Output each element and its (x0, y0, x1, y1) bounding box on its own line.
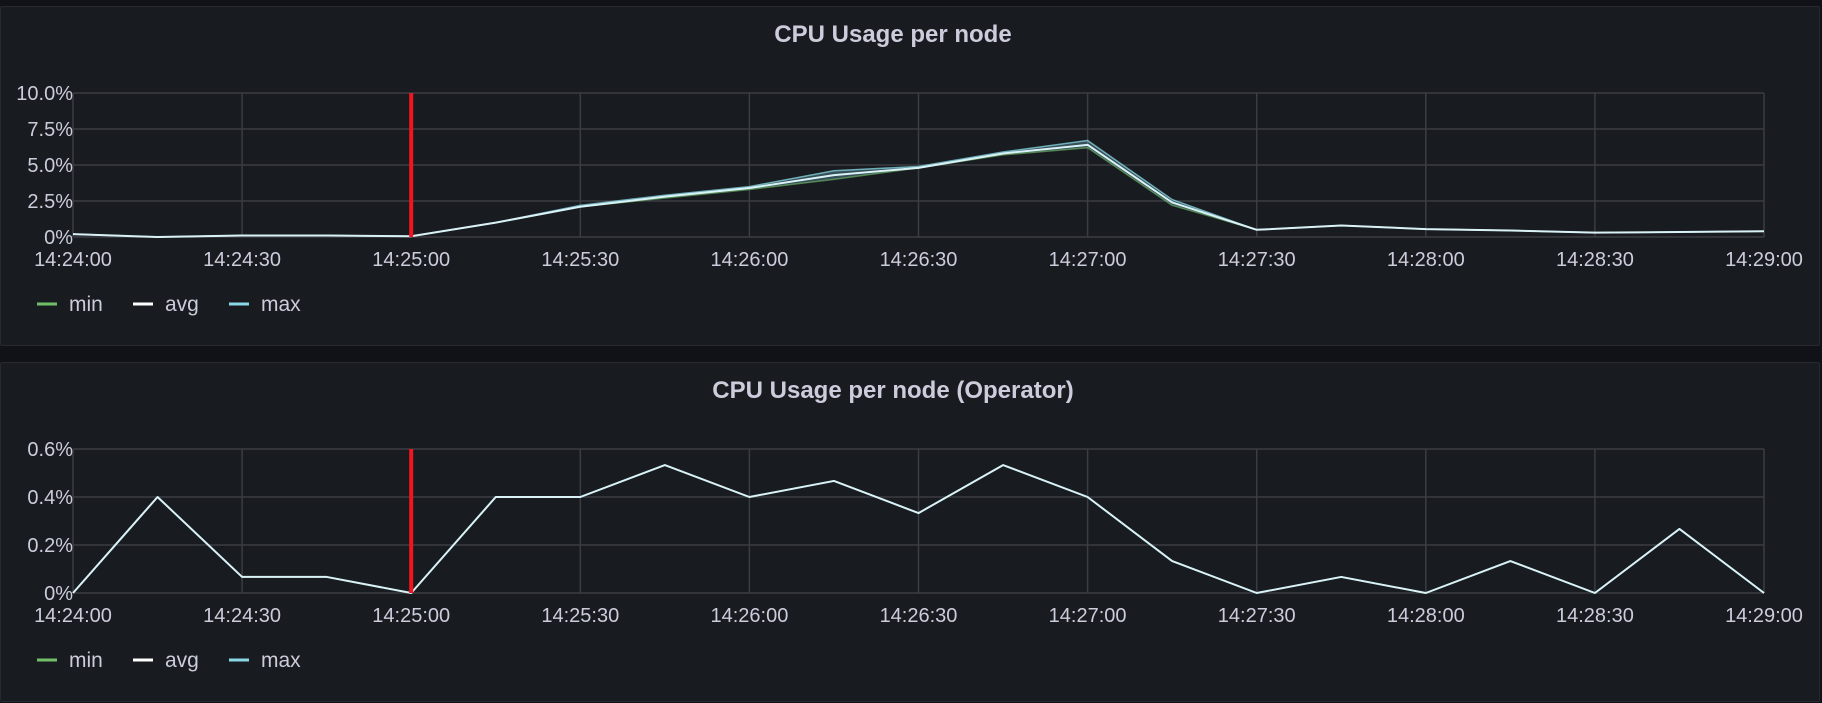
cpu-usage-operator-panel: CPU Usage per node (Operator) 0% 0.2% 0.4%… (0, 362, 1820, 702)
cpu-usage-chart: CPU Usage per node 0% 2.5% 5.0% 7.5% 10.0% 1… (16, 21, 1803, 316)
cpu-usage-panel: CPU Usage per node 0% 2.5% 5.0% 7.5% 10.0% 1… (0, 6, 1820, 346)
legend-label-min[interactable]: min (69, 293, 103, 316)
x-tick-label: 14:25:30 (541, 249, 619, 271)
x-tick-label: 14:26:30 (880, 249, 958, 271)
y-tick-label: 10.0% (16, 83, 73, 105)
x-tick-label: 14:26:30 (880, 605, 958, 627)
legend-label-max[interactable]: max (261, 649, 301, 672)
y-axis: 0% 2.5% 5.0% 7.5% 10.0% (16, 83, 73, 249)
y-tick-label: 7.5% (27, 119, 73, 141)
grid (72, 448, 1765, 594)
y-tick-label: 0% (44, 227, 73, 249)
y-tick-label: 0% (44, 583, 73, 605)
x-tick-label: 14:27:30 (1218, 605, 1296, 627)
x-tick-label: 14:25:30 (541, 605, 619, 627)
series-layer (72, 464, 1765, 594)
x-tick-label: 14:29:00 (1725, 249, 1803, 271)
series-layer (72, 139, 1765, 238)
x-tick-label: 14:25:00 (372, 605, 450, 627)
x-tick-label: 14:29:00 (1725, 605, 1803, 627)
x-tick-label: 14:26:00 (710, 249, 788, 271)
x-axis: 14:24:00 14:24:30 14:25:00 14:25:30 14:26:00… (34, 249, 1803, 271)
x-tick-label: 14:27:30 (1218, 249, 1296, 271)
legend-label-max[interactable]: max (261, 293, 301, 316)
panel-title: CPU Usage per node (Operator) (712, 377, 1073, 404)
y-tick-label: 5.0% (27, 155, 73, 177)
panel-title: CPU Usage per node (774, 21, 1011, 48)
series-line-avg (72, 464, 1765, 594)
x-tick-label: 14:28:30 (1556, 605, 1634, 627)
y-tick-label: 2.5% (27, 191, 73, 213)
cpu-usage-operator-chart: CPU Usage per node (Operator) 0% 0.2% 0.4%… (27, 377, 1803, 672)
series-line-avg (72, 143, 1765, 238)
grid (72, 92, 1765, 238)
x-tick-label: 14:24:00 (34, 249, 112, 271)
y-axis: 0% 0.2% 0.4% 0.6% (27, 439, 73, 605)
x-tick-label: 14:24:00 (34, 605, 112, 627)
x-tick-label: 14:28:00 (1387, 605, 1465, 627)
legend: min avg max (37, 649, 301, 672)
legend: min avg max (37, 293, 301, 316)
legend-label-avg[interactable]: avg (165, 293, 199, 316)
y-tick-label: 0.2% (27, 535, 73, 557)
x-tick-label: 14:25:00 (372, 249, 450, 271)
y-tick-label: 0.4% (27, 487, 73, 509)
x-tick-label: 14:28:30 (1556, 249, 1634, 271)
x-tick-label: 14:27:00 (1049, 605, 1127, 627)
x-axis: 14:24:00 14:24:30 14:25:00 14:25:30 14:26:00… (34, 605, 1803, 627)
x-tick-label: 14:24:30 (203, 605, 281, 627)
x-tick-label: 14:28:00 (1387, 249, 1465, 271)
x-tick-label: 14:27:00 (1049, 249, 1127, 271)
y-tick-label: 0.6% (27, 439, 73, 461)
x-tick-label: 14:26:00 (710, 605, 788, 627)
legend-label-min[interactable]: min (69, 649, 103, 672)
x-tick-label: 14:24:30 (203, 249, 281, 271)
legend-label-avg[interactable]: avg (165, 649, 199, 672)
